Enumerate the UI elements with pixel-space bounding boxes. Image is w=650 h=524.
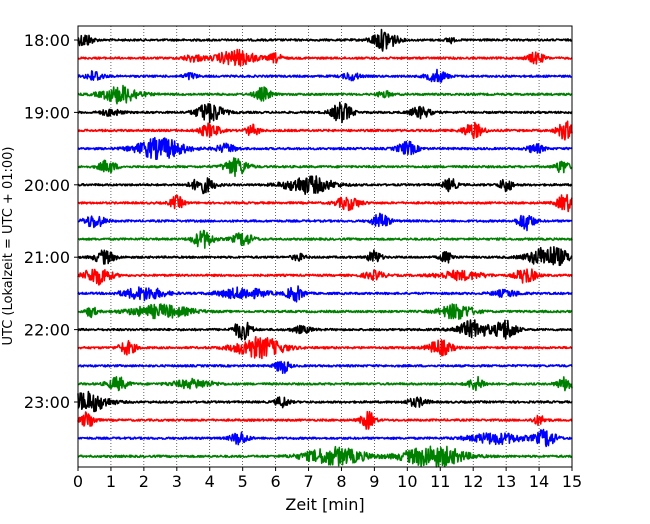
x-tick-label: 4 [205,472,215,491]
x-tick-label: 14 [529,472,549,491]
x-tick-label: 13 [496,472,516,491]
seismogram-trace [77,229,573,249]
seismogram-trace [77,268,573,286]
x-axis-label: Zeit [min] [285,495,364,514]
seismogram-trace [77,136,573,160]
y-axis: 18:00 19:00 20:00 21:00 22:00 23:00 [24,31,78,412]
x-tick-label: 11 [430,472,450,491]
seismogram-trace [77,390,573,413]
seismogram-trace [77,360,573,374]
x-tick-label: 3 [172,472,182,491]
seismogram-trace [77,445,573,468]
x-tick-label: 12 [463,472,483,491]
x-axis: 0 1 2 3 4 5 6 7 8 9 10 11 12 13 14 15 [73,467,582,491]
seismogram-trace [77,285,573,303]
x-tick-label: 6 [271,472,281,491]
x-tick-label: 5 [238,472,248,491]
x-tick-label: 2 [139,472,149,491]
x-tick-label: 9 [369,472,379,491]
seismogram-trace [77,375,573,392]
seismogram-trace [77,157,573,177]
seismogram-trace [77,48,573,67]
seismogram-trace [77,212,573,232]
x-tick-label: 10 [397,472,417,491]
y-tick-label: 18:00 [24,31,70,50]
seismogram-trace [77,303,573,320]
seismogram-trace [77,101,573,124]
x-tick-label: 1 [106,472,116,491]
trace-layer [77,28,573,468]
seismogram-trace [77,120,573,141]
x-tick-label: 7 [303,472,313,491]
seismogram-trace [77,194,573,213]
seismogram-trace [77,175,573,195]
y-tick-label: 21:00 [24,248,70,267]
y-tick-label: 22:00 [24,321,70,340]
x-tick-label: 8 [336,472,346,491]
seismogram-trace [77,246,573,267]
y-tick-label: 19:00 [24,103,70,122]
plot-frame [77,25,573,468]
x-tick-label: 0 [73,472,83,491]
seismogram-trace [77,68,573,83]
y-tick-label: 20:00 [24,176,70,195]
seismogram-trace [77,428,573,448]
seismogram-trace [77,84,573,105]
seismogram-trace [77,410,573,430]
seismogram-trace [77,28,573,52]
seismogram-trace [77,319,573,341]
y-tick-label: 23:00 [24,393,70,412]
y-axis-label: UTC (Lokalzeit = UTC + 01:00) [1,147,16,346]
x-tick-label: 15 [562,472,582,491]
seismogram-trace [77,336,573,360]
